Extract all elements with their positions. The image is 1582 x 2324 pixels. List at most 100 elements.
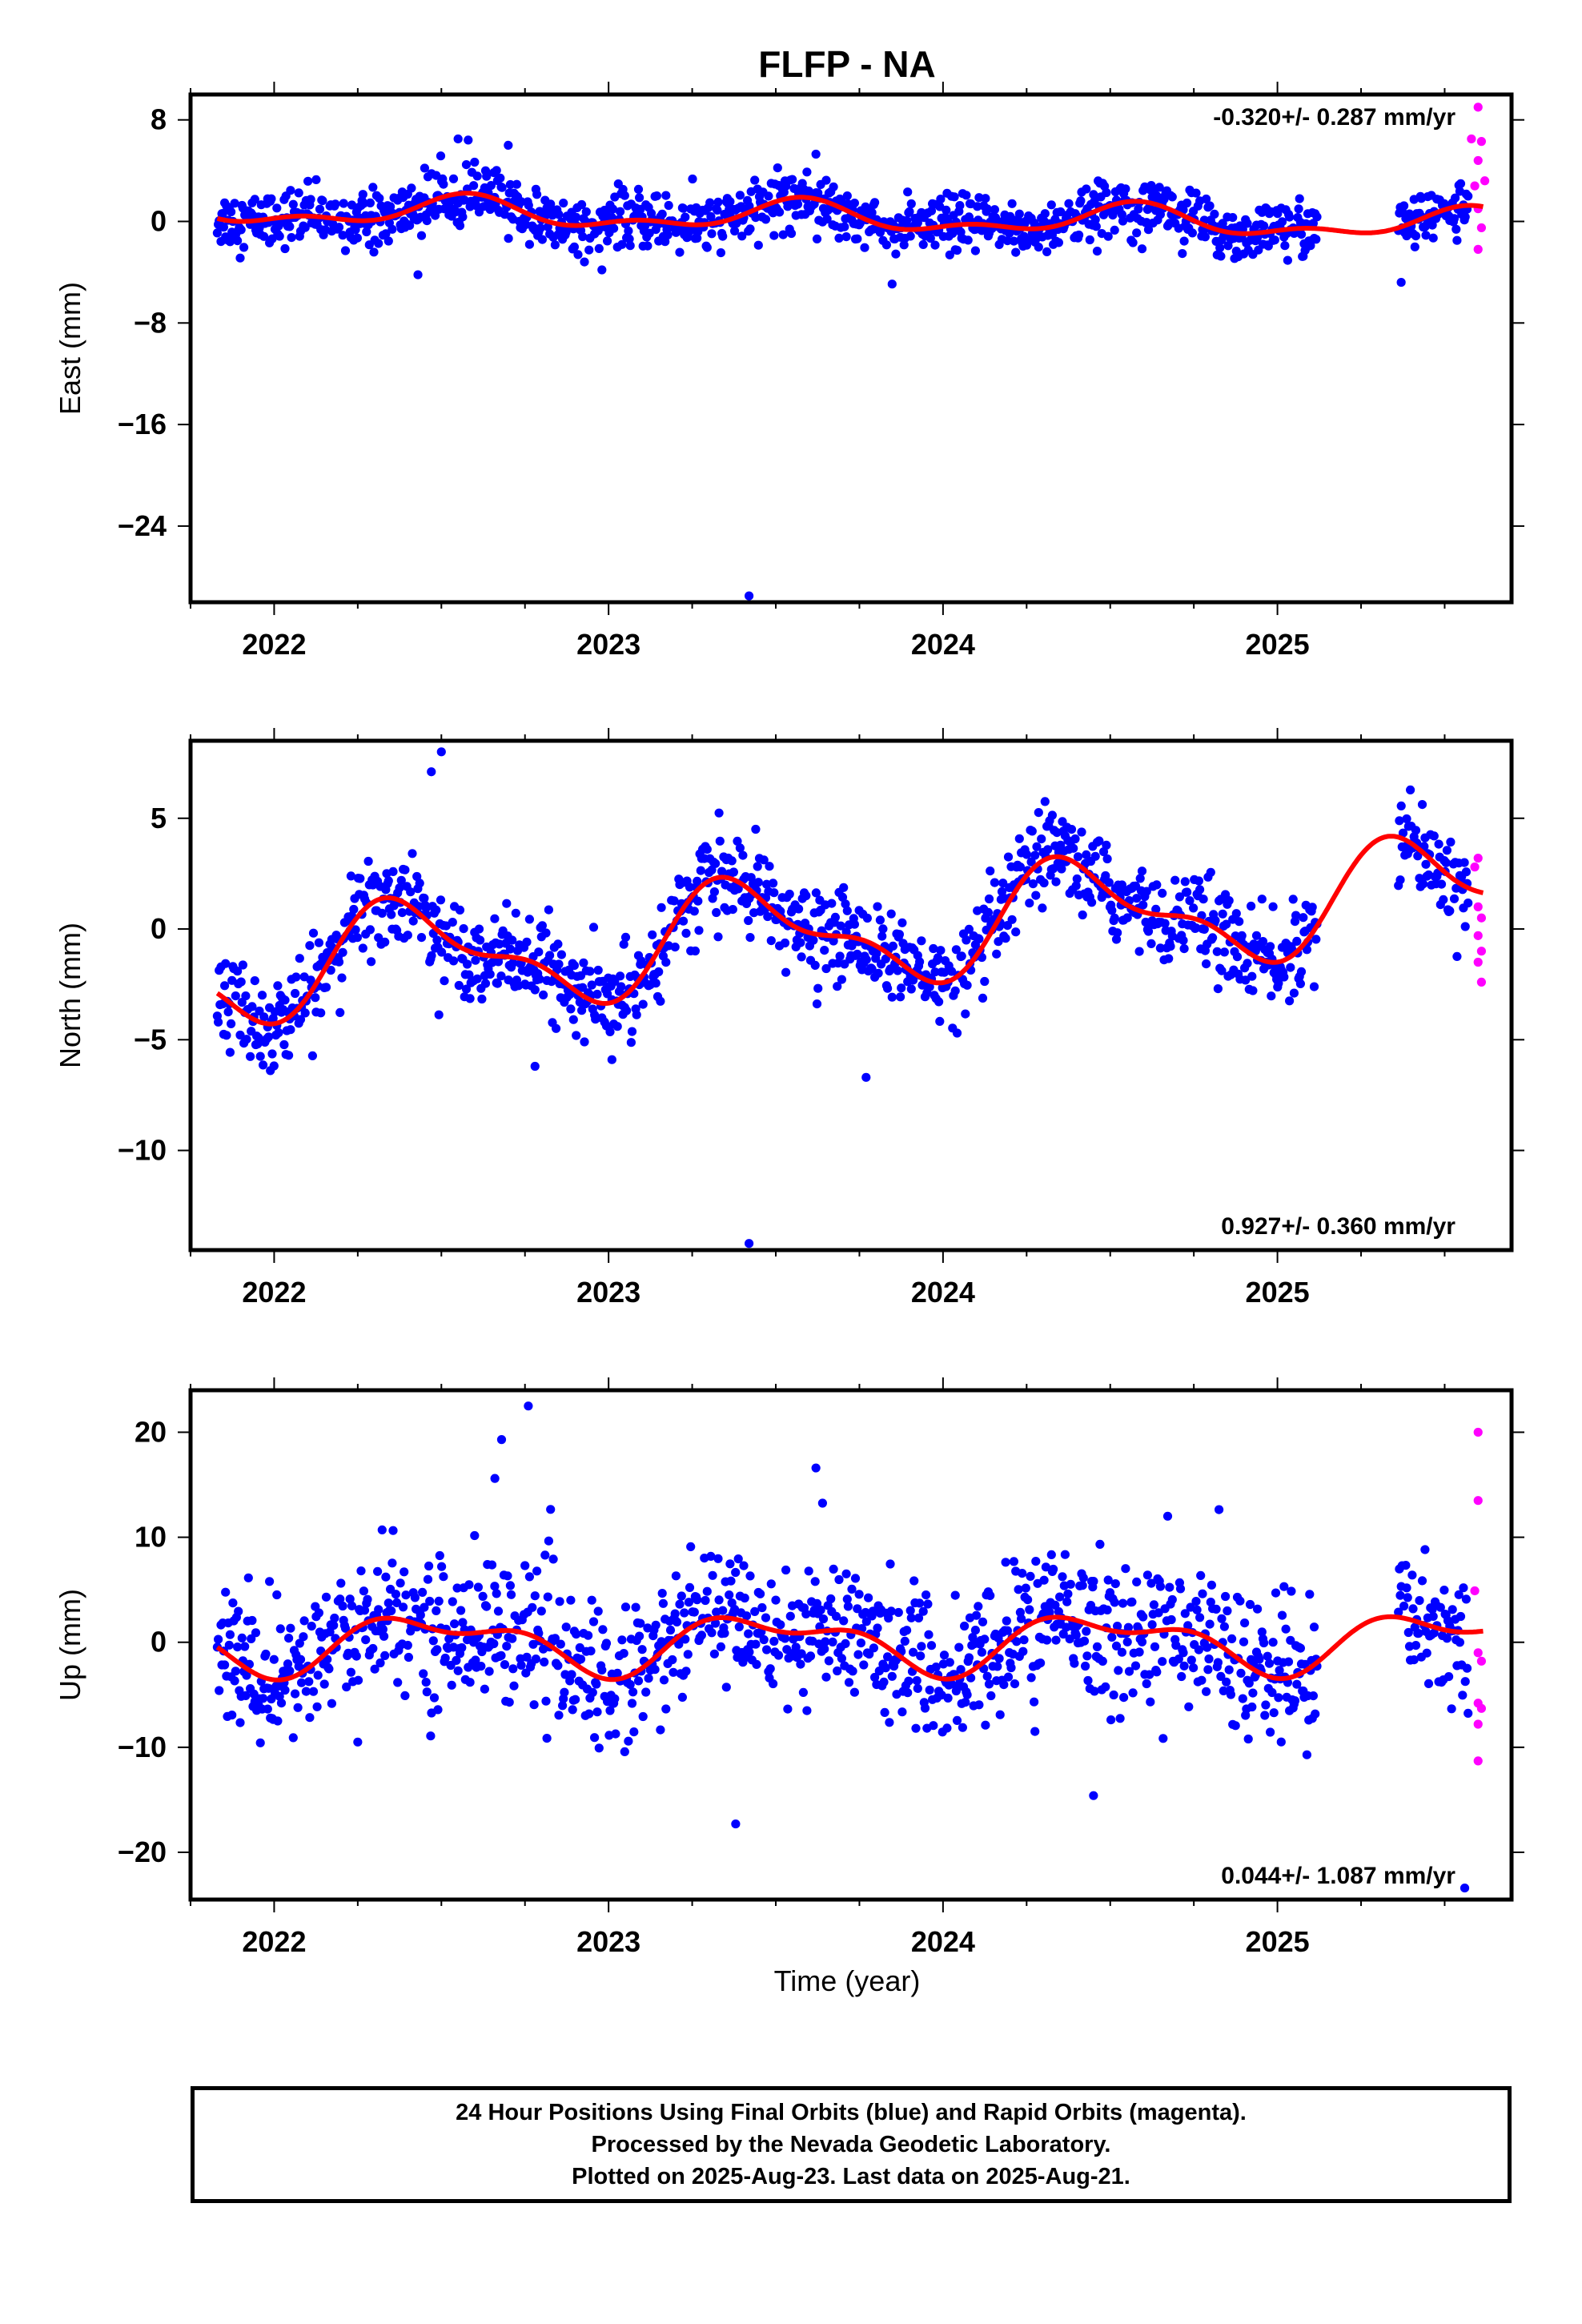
final-point [1039,878,1049,888]
final-point [1051,1635,1061,1645]
final-point [1231,909,1241,919]
final-point [1018,1647,1028,1656]
final-point [572,1031,581,1040]
final-point [1446,837,1456,847]
final-point [1122,913,1132,923]
final-point [628,1687,638,1697]
final-point [912,1676,921,1686]
final-point [1045,1607,1054,1617]
final-point [220,981,230,991]
rapid-point [1473,155,1483,166]
final-point [1308,1691,1318,1701]
final-point [295,1015,306,1024]
final-point [319,1679,329,1689]
final-point-outlier [436,747,446,757]
final-point [644,1674,653,1683]
final-point [410,1593,420,1602]
final-point [240,1642,250,1651]
final-point [284,1051,294,1060]
final-point [798,1687,809,1697]
final-point [1110,1598,1119,1607]
final-point [1158,1657,1167,1667]
final-point [594,1743,604,1753]
final-point [1243,219,1252,228]
final-point [452,1655,461,1665]
final-point [598,1625,608,1634]
final-point [1154,1608,1163,1618]
final-point [904,1676,913,1686]
final-point [1312,212,1322,222]
final-point [963,235,973,245]
final-point [471,1655,480,1665]
final-point [879,1677,889,1687]
final-point [225,1047,235,1057]
final-point [539,990,548,999]
final-point [980,1634,990,1644]
x-tick-label: 2022 [242,1925,306,1958]
final-point [1132,228,1142,238]
final-point [259,231,269,241]
final-point [1180,1609,1190,1618]
final-point [878,924,888,934]
final-point [612,1022,622,1031]
final-point [833,982,842,991]
final-point [1194,876,1203,886]
final-point [577,1006,587,1015]
final-point [1179,236,1189,246]
final-point [284,1634,294,1643]
final-point [359,1586,368,1596]
final-point [550,1634,560,1643]
final-point [537,921,548,931]
final-point [361,1635,371,1645]
final-point [1143,225,1154,235]
y-tick-label: 8 [151,103,167,136]
final-point [751,824,761,834]
final-point [365,198,375,207]
final-point [1428,1611,1438,1621]
final-point [1128,1688,1138,1698]
final-point [834,1574,844,1585]
final-point [725,197,735,207]
final-point [1102,187,1111,198]
final-point [1224,1665,1234,1675]
final-point [351,925,360,935]
final-point [546,1505,556,1514]
final-point [917,1642,926,1651]
final-point [1394,1607,1403,1617]
final-point [1117,1647,1126,1657]
final-point [1454,1590,1464,1599]
final-point [250,195,259,204]
final-point [227,1711,237,1720]
final-point [381,1572,391,1582]
final-point [1305,1590,1315,1599]
final-point [956,1665,966,1675]
final-point [1057,864,1066,874]
final-point [1286,963,1295,972]
final-point [1103,231,1113,241]
final-point [669,1667,678,1677]
final-point [921,1590,931,1600]
final-point [1124,1667,1134,1676]
final-point [358,943,367,953]
final-point [313,1671,323,1680]
final-point [708,1570,717,1580]
final-point [334,957,344,967]
final-point [303,176,313,186]
final-point [877,931,887,941]
final-point [383,236,393,246]
final-point [318,196,327,206]
final-point [1300,1659,1310,1669]
final-point [448,1597,457,1606]
final-point [765,862,774,871]
final-point [1302,945,1311,955]
final-point [842,906,852,915]
final-point [964,924,974,934]
final-point [677,1591,686,1601]
final-point [1027,826,1037,836]
final-point [560,1687,569,1697]
final-point [1436,879,1447,889]
final-point [1247,1702,1257,1712]
final-point [540,1657,549,1667]
final-point [793,199,803,209]
final-point [585,967,595,976]
